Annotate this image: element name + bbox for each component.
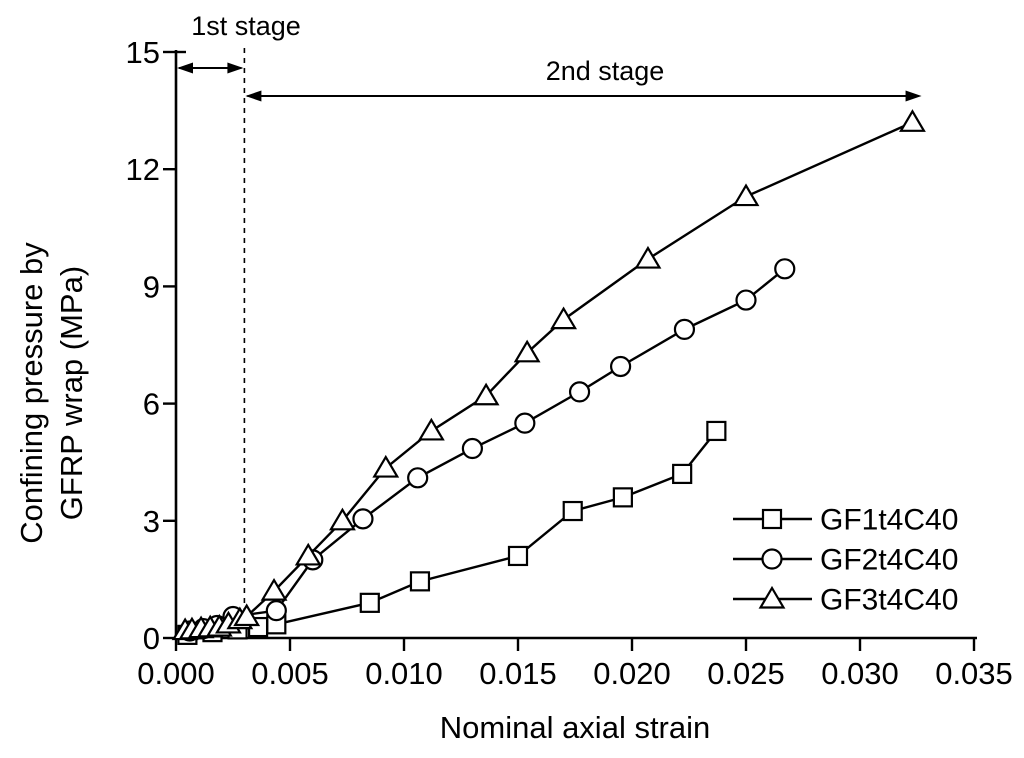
triangle-marker bbox=[417, 417, 445, 441]
triangle-marker bbox=[329, 507, 356, 531]
triangle-marker bbox=[294, 542, 322, 566]
circle-marker bbox=[407, 467, 429, 489]
stage2-annotation: 2nd stage bbox=[545, 56, 665, 86]
square-marker bbox=[359, 592, 380, 613]
y-tick-label: 0 bbox=[143, 621, 160, 656]
stage2-arrow-left-head bbox=[245, 90, 262, 102]
y-axis-title-line2: GFRP wrap (MPa) bbox=[54, 265, 89, 521]
triangle-marker bbox=[899, 109, 926, 132]
square-marker bbox=[409, 571, 431, 592]
triangle-marker bbox=[513, 339, 541, 363]
circle-marker bbox=[265, 600, 287, 622]
triangle-marker bbox=[550, 306, 578, 330]
legend-label-GF2t4C40: GF2t4C40 bbox=[820, 544, 958, 577]
circle-marker bbox=[514, 412, 536, 434]
circle-marker bbox=[352, 508, 374, 530]
legend-triangle-marker bbox=[758, 585, 786, 609]
triangle-marker bbox=[634, 245, 662, 269]
circle-marker bbox=[568, 381, 591, 403]
square-marker bbox=[507, 545, 529, 567]
legend-label-GF1t4C40: GF1t4C40 bbox=[820, 504, 958, 537]
y-tick-label: 3 bbox=[143, 504, 160, 539]
x-axis-title: Nominal axial strain bbox=[439, 710, 711, 745]
triangle-marker bbox=[472, 382, 500, 406]
y-axis-title-line1: Confining pressure by bbox=[14, 242, 49, 544]
triangle-marker bbox=[260, 577, 288, 601]
y-axis-title: Confining pressure by GFRP wrap (MPa) bbox=[12, 143, 92, 643]
square-marker bbox=[672, 463, 693, 485]
stage2-arrow-right-head bbox=[905, 90, 922, 102]
triangle-marker bbox=[372, 454, 400, 478]
series-line-GF3t4C40 bbox=[184, 121, 913, 632]
x-tick-label: 0.030 bbox=[821, 656, 899, 691]
x-tick-label: 0.025 bbox=[707, 656, 785, 691]
y-tick-label: 12 bbox=[126, 152, 160, 187]
circle-marker bbox=[774, 258, 796, 280]
square-marker bbox=[612, 487, 633, 508]
stage1-annotation: 1st stage bbox=[191, 11, 301, 41]
square-marker bbox=[706, 420, 727, 442]
y-tick-label: 15 bbox=[126, 35, 160, 70]
y-tick-label: 6 bbox=[143, 387, 160, 422]
circle-marker bbox=[609, 355, 632, 378]
stage1-arrow-right-head bbox=[227, 62, 244, 74]
square-marker bbox=[562, 500, 583, 522]
circle-marker bbox=[673, 318, 696, 340]
triangle-marker bbox=[732, 183, 760, 207]
circle-marker bbox=[461, 437, 483, 460]
legend-circle-marker bbox=[761, 548, 783, 570]
series-line-GF2t4C40 bbox=[189, 267, 786, 633]
y-tick-label: 9 bbox=[143, 269, 160, 304]
x-tick-label: 0.000 bbox=[137, 656, 215, 691]
legend-square-marker bbox=[761, 508, 783, 530]
x-tick-label: 0.010 bbox=[365, 656, 443, 691]
x-tick-label: 0.015 bbox=[479, 656, 557, 691]
circle-marker bbox=[735, 289, 757, 311]
series-line-GF1t4C40 bbox=[187, 430, 718, 637]
x-tick-label: 0.035 bbox=[935, 656, 1013, 691]
triangle-marker bbox=[233, 603, 261, 627]
stage1-arrow-left-head bbox=[177, 62, 193, 74]
x-tick-label: 0.005 bbox=[251, 656, 329, 691]
legend-label-GF3t4C40: GF3t4C40 bbox=[820, 584, 958, 617]
x-tick-label: 0.020 bbox=[593, 656, 671, 691]
